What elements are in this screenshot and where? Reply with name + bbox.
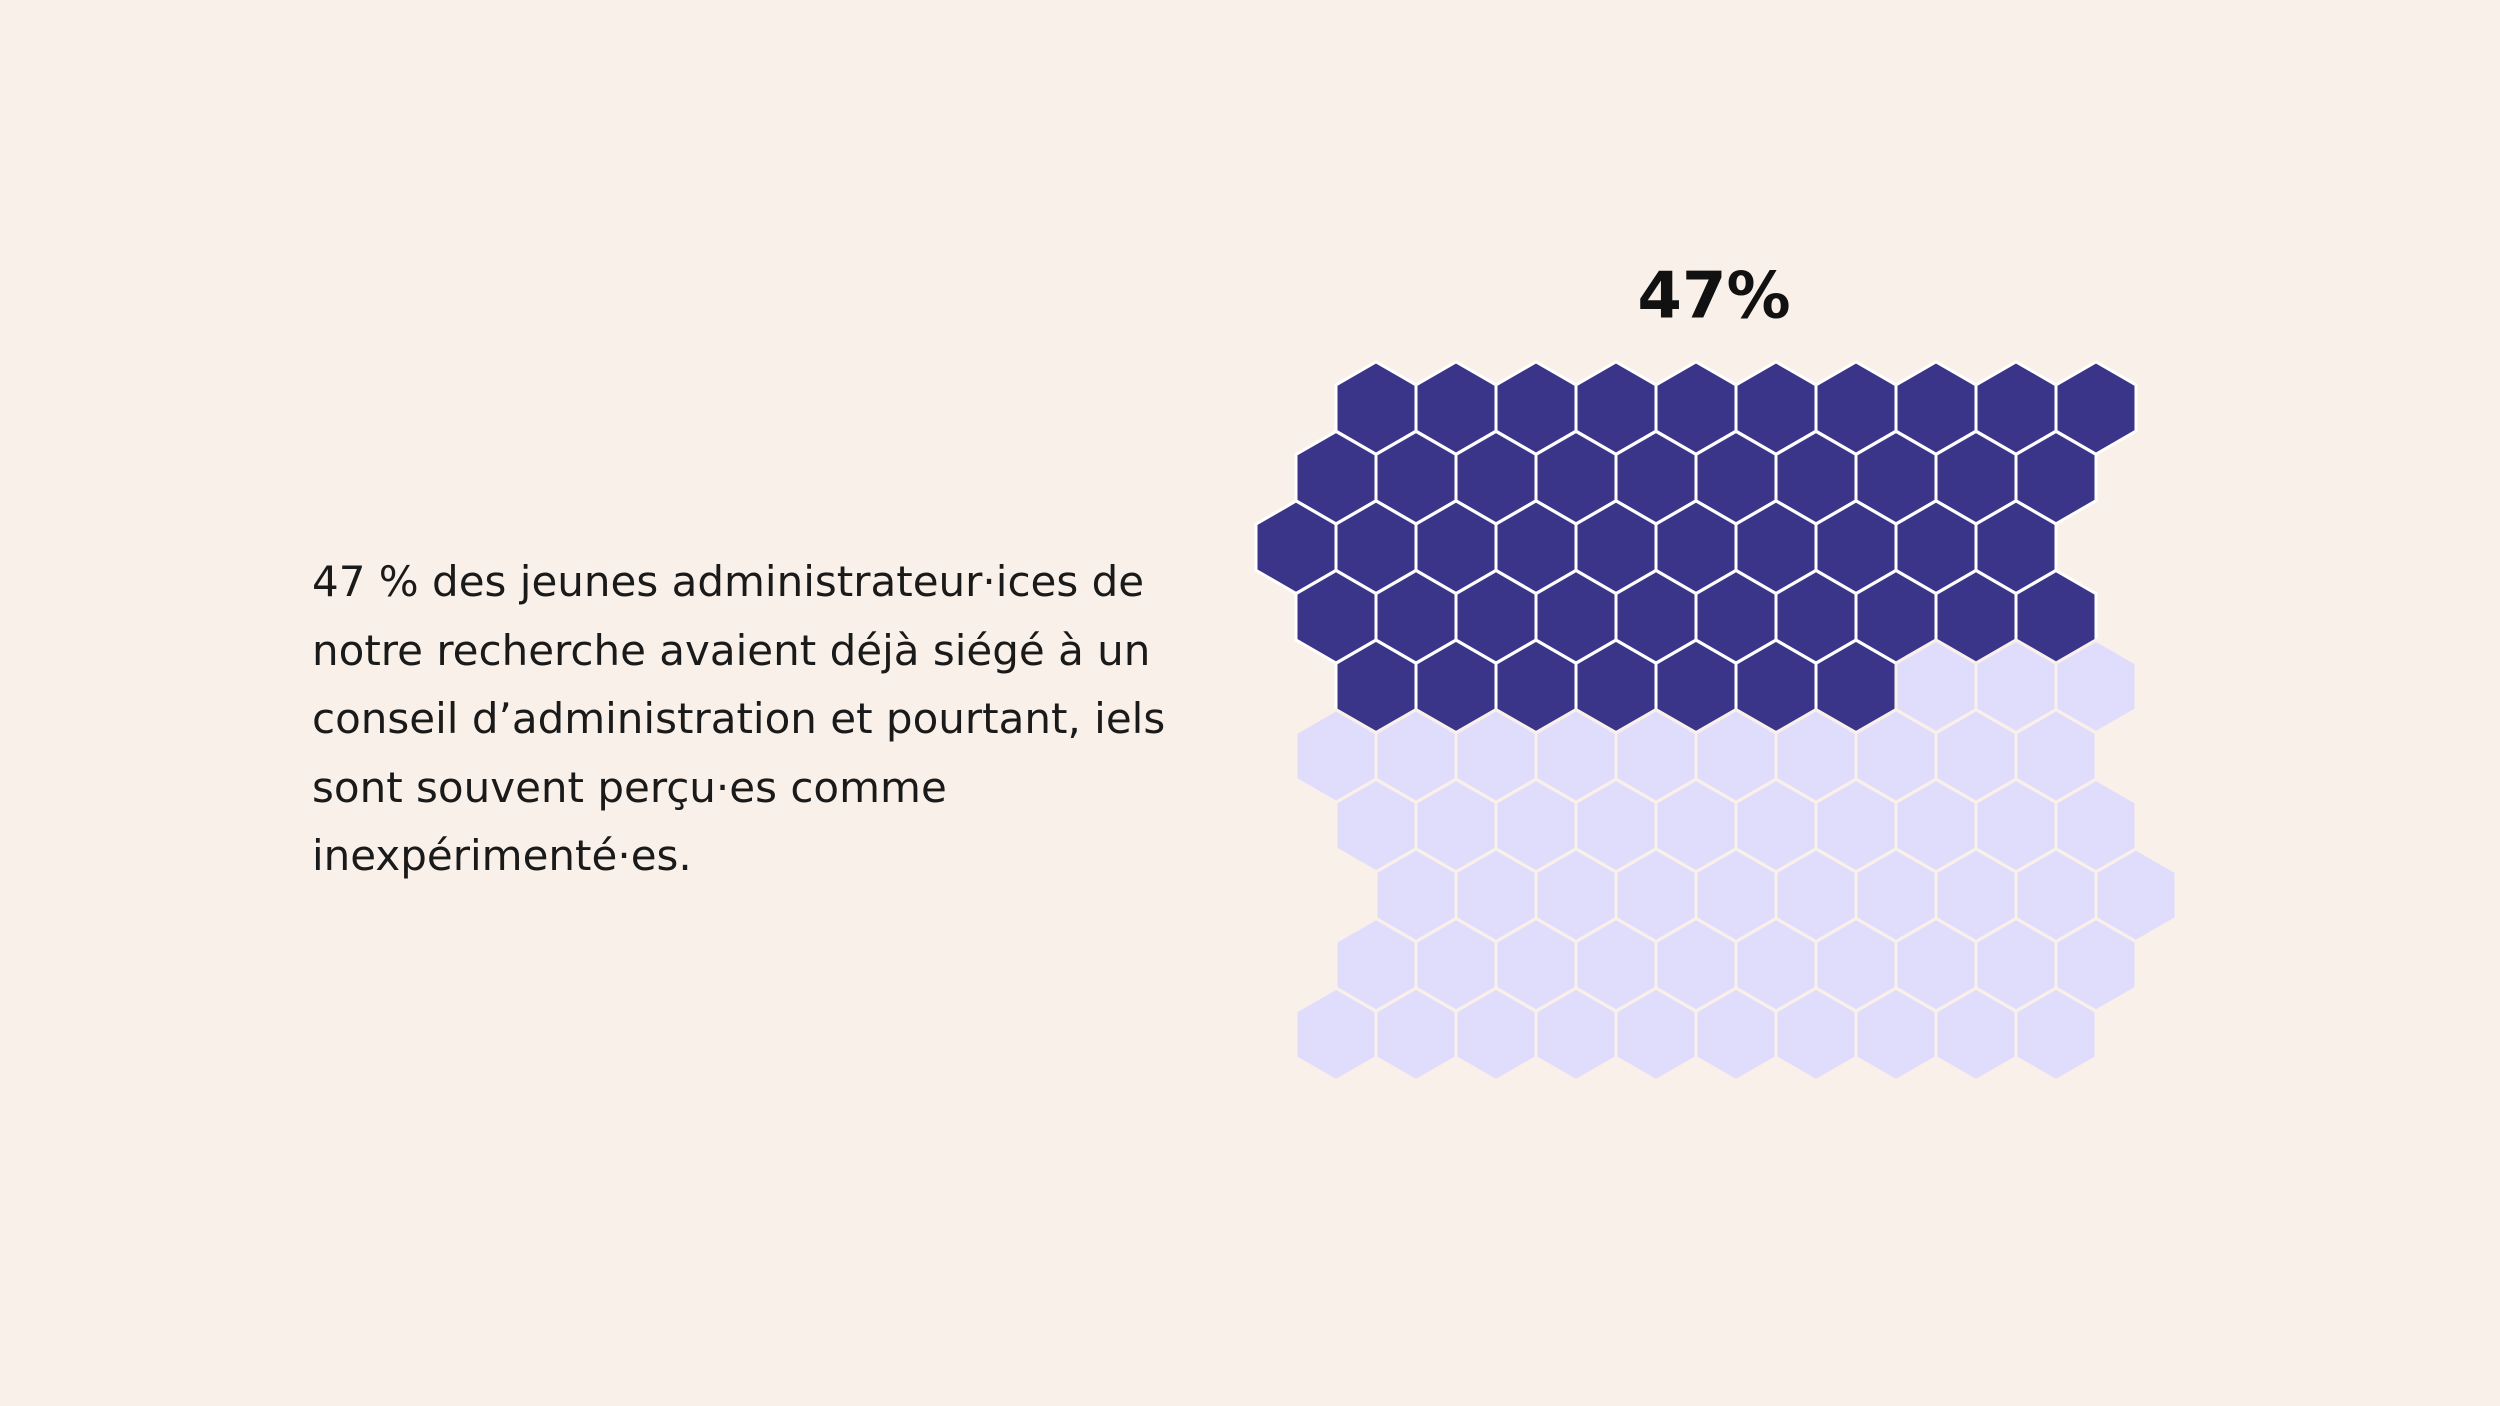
hex-empty	[2014, 986, 2098, 1083]
description: 47 % des jeunes administrateur·ices de n…	[312, 557, 1166, 881]
value-label: 47%	[1637, 260, 1790, 334]
